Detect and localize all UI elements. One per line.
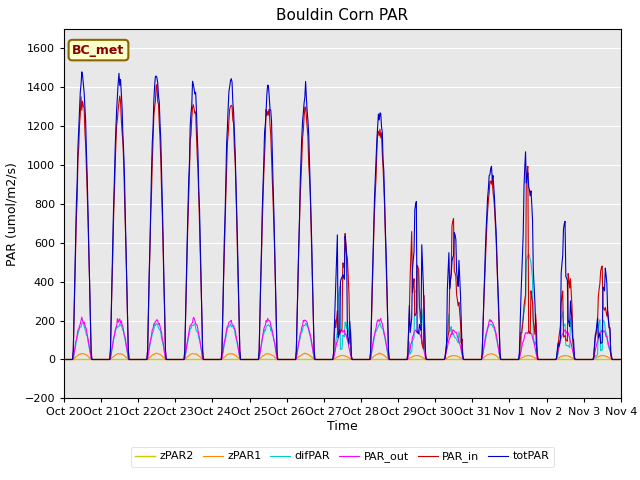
difPAR — [184, 338, 192, 344]
difPAR — [410, 335, 418, 340]
PAR_out — [617, 357, 625, 362]
Y-axis label: PAR (umol/m2/s): PAR (umol/m2/s) — [6, 162, 19, 265]
zPAR2 — [127, 357, 135, 362]
zPAR2 — [184, 357, 192, 362]
PAR_out — [185, 331, 193, 336]
PAR_in — [70, 314, 78, 320]
zPAR1 — [428, 357, 435, 362]
difPAR — [127, 357, 135, 362]
totPAR — [428, 357, 435, 362]
zPAR1 — [60, 357, 68, 362]
difPAR — [617, 357, 625, 362]
zPAR1 — [411, 353, 419, 359]
difPAR — [426, 357, 434, 362]
PAR_in — [60, 357, 68, 362]
totPAR — [214, 357, 222, 362]
difPAR — [70, 351, 78, 357]
PAR_out — [428, 357, 435, 362]
PAR_in — [411, 313, 419, 319]
PAR_out — [411, 328, 419, 334]
difPAR — [214, 357, 221, 362]
totPAR — [128, 357, 136, 362]
totPAR — [70, 310, 78, 315]
zPAR1 — [375, 350, 383, 356]
difPAR — [525, 251, 532, 257]
PAR_in — [127, 357, 135, 362]
zPAR1 — [214, 357, 221, 362]
PAR_in — [153, 82, 161, 87]
Line: totPAR: totPAR — [64, 72, 621, 360]
PAR_in — [185, 194, 193, 200]
Line: PAR_in: PAR_in — [64, 84, 621, 360]
totPAR — [411, 207, 419, 213]
PAR_out — [70, 350, 78, 356]
difPAR — [60, 357, 68, 362]
zPAR2 — [70, 357, 78, 362]
PAR_out — [78, 314, 86, 320]
Title: Bouldin Corn PAR: Bouldin Corn PAR — [276, 9, 408, 24]
zPAR2 — [426, 357, 434, 362]
PAR_out — [128, 357, 136, 362]
totPAR — [617, 357, 625, 362]
totPAR — [78, 69, 86, 75]
zPAR1 — [617, 357, 625, 362]
zPAR2 — [60, 357, 68, 362]
totPAR — [60, 357, 68, 362]
Line: zPAR1: zPAR1 — [64, 353, 621, 360]
Text: BC_met: BC_met — [72, 44, 125, 57]
PAR_in — [617, 357, 625, 362]
zPAR2 — [617, 357, 625, 362]
zPAR2 — [214, 357, 221, 362]
PAR_out — [60, 357, 68, 362]
X-axis label: Time: Time — [327, 420, 358, 433]
totPAR — [185, 178, 193, 183]
Line: difPAR: difPAR — [64, 254, 621, 360]
Legend: zPAR2, zPAR1, difPAR, PAR_out, PAR_in, totPAR: zPAR2, zPAR1, difPAR, PAR_out, PAR_in, t… — [131, 447, 554, 467]
Line: PAR_out: PAR_out — [64, 317, 621, 360]
zPAR1 — [184, 354, 192, 360]
zPAR1 — [70, 356, 78, 361]
zPAR1 — [127, 357, 135, 362]
PAR_in — [214, 357, 222, 362]
PAR_in — [428, 357, 435, 362]
zPAR2 — [410, 357, 418, 362]
PAR_out — [214, 357, 222, 362]
